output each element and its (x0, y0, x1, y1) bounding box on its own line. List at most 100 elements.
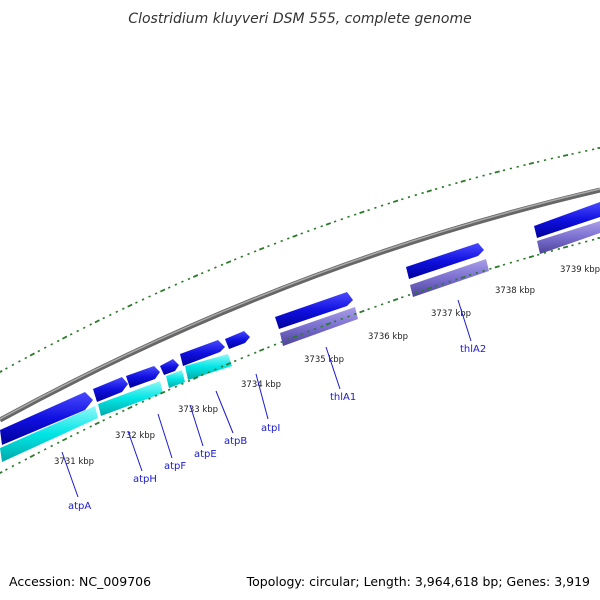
outer-scale-dot (584, 149, 588, 152)
outer-scale-dot (50, 343, 54, 346)
tick-label: 3734 kbp (241, 380, 281, 390)
outer-scale-dot (597, 147, 600, 149)
outer-scale-dot (414, 193, 418, 197)
inner-scale-dot (468, 274, 472, 277)
inner-scale-dot (18, 461, 21, 464)
inner-scale-dot (115, 412, 119, 416)
tick-label: 3732 kbp (115, 431, 155, 441)
gene-label-atpH[interactable]: atpH (133, 474, 157, 485)
outer-scale-dot (455, 182, 458, 185)
gene-label-atpI[interactable]: atpI (261, 423, 280, 434)
inner-scale-dot (273, 343, 277, 346)
inner-scale-dot (280, 340, 284, 344)
inner-scale-dot (89, 425, 93, 428)
outer-scale-dot (367, 208, 370, 212)
inner-scale-dot (160, 390, 166, 395)
inner-scale-dot (154, 394, 158, 397)
gene-label-atpE[interactable]: atpE (194, 449, 217, 460)
outer-scale-dot (562, 153, 569, 157)
inner-scale-dot (475, 271, 479, 275)
cds-atpE[interactable] (160, 359, 179, 375)
inner-scale-dot (557, 247, 561, 251)
inner-scale-dot (421, 289, 424, 292)
inner-scale-dot (482, 269, 485, 272)
inner-scale-dot (387, 300, 391, 304)
outer-scale-dot (56, 339, 60, 343)
cds-thlA2[interactable] (406, 243, 484, 279)
inner-scale-dot (392, 298, 399, 302)
outer-scale-dot (102, 316, 106, 320)
inner-scale-dot (578, 242, 581, 245)
outer-scale-dot (571, 152, 574, 155)
cds-atpF[interactable] (126, 366, 160, 388)
outer-scale-dot (148, 295, 151, 298)
inner-scale-dot (313, 327, 317, 331)
cds-thlA1[interactable] (275, 292, 353, 329)
outer-scale-dot (174, 283, 178, 286)
inner-scale-dot (455, 278, 458, 281)
outer-scale-dot (89, 323, 93, 326)
inner-scale-dot (76, 431, 80, 435)
gene-label-atpB[interactable]: atpB (224, 436, 247, 447)
cds-next[interactable] (534, 202, 600, 238)
inner-scale-dot (367, 307, 370, 311)
outer-scale-dot (181, 280, 184, 283)
gene-label-thlA1[interactable]: thlA1 (330, 392, 356, 403)
outer-scale-dot (380, 204, 384, 207)
tick-label: 3736 kbp (368, 332, 408, 342)
outer-scale-dot (135, 301, 138, 304)
cds-atpA[interactable] (0, 392, 93, 445)
inner-scale-dot (306, 330, 310, 333)
outer-scale-dot (489, 172, 492, 175)
cds-atpH[interactable] (93, 377, 128, 402)
outer-scale-dot (214, 266, 217, 269)
inner-scale-dot (414, 291, 418, 294)
outer-scale-dot (516, 165, 519, 168)
outer-scale-dot (407, 196, 411, 199)
genome-backbone (0, 187, 600, 423)
outer-scale-dot (300, 232, 304, 235)
inner-scale-dot (523, 257, 526, 260)
map-title: Clostridium kluyveri DSM 555, complete g… (128, 11, 471, 27)
inner-scale-dot (380, 303, 384, 306)
gene-label-thlA2[interactable]: thlA2 (460, 344, 486, 355)
outer-scale-dot (69, 333, 73, 336)
operon-segment-1 (0, 406, 98, 462)
inner-scale-dot (325, 322, 332, 326)
inner-scale-dot (5, 468, 8, 471)
outer-scale-dot (494, 170, 500, 174)
cds-atpI[interactable] (225, 331, 250, 349)
outer-scale-dot (550, 157, 554, 160)
gene-label-atpF[interactable]: atpF (164, 461, 186, 472)
gene-label-atpA[interactable]: atpA (68, 501, 91, 512)
inner-scale-dot (509, 261, 513, 264)
inner-scale-dot (374, 305, 377, 308)
inner-scale-dot (253, 351, 257, 354)
accession-text: Accession: NC_009706 (9, 574, 151, 589)
cds-atpB[interactable] (180, 340, 225, 366)
inner-scale-dot (247, 354, 250, 357)
outer-scale-dot (76, 329, 80, 333)
inner-scale-dot (207, 371, 211, 374)
outer-scale-dot (37, 349, 41, 353)
inner-scale-dot (407, 293, 411, 297)
inner-scale-dot (11, 464, 15, 468)
outer-scale-dot (536, 160, 540, 163)
outer-scale-dot (253, 250, 257, 253)
outer-scale-dot (482, 174, 485, 177)
inner-scale-dot (24, 458, 28, 461)
thiolase-segment-3 (537, 221, 600, 254)
inner-scale-dots (0, 237, 600, 475)
outer-scale-dot (187, 277, 191, 281)
thiolase-track (280, 221, 600, 346)
inner-scale-dot (37, 451, 41, 454)
outer-scale-dot (94, 319, 100, 324)
outer-scale-dot (543, 159, 547, 162)
inner-scale-dot (340, 317, 344, 321)
inner-scale-dot (192, 376, 199, 380)
outer-scale-dot (509, 167, 513, 170)
genome-summary-text: Topology: circular; Length: 3,964,618 bp… (246, 574, 590, 589)
inner-scale-dot (82, 428, 86, 432)
gene-labels: atpA atpH atpF atpE atpB atpI thlA1 thlA… (68, 344, 486, 512)
tick-label: 3739 kbp (560, 265, 600, 275)
